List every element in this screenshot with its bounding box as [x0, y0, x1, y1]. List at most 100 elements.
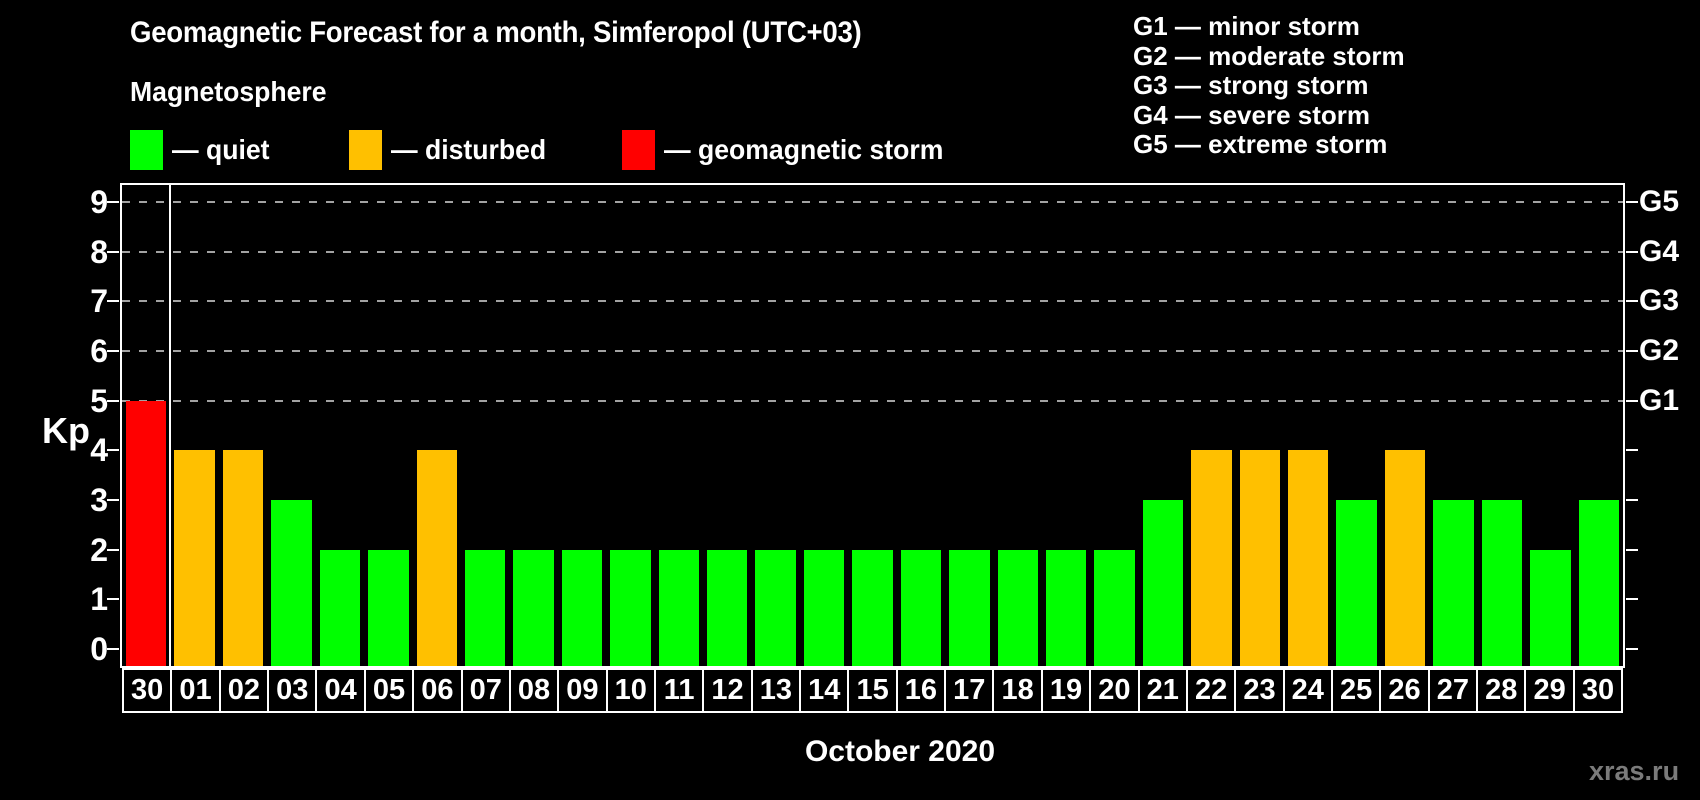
kp-bar-day-29: [1530, 549, 1571, 666]
y-tick-left-0: [107, 648, 119, 650]
day-label-18: 18: [992, 668, 1043, 713]
kp-bar-day-01: [174, 450, 215, 666]
kp-bar-day-20: [1094, 549, 1135, 666]
gridline-kp-6: [122, 350, 1623, 352]
day-label-01: 01: [170, 668, 221, 713]
kp-bar-day-21: [1142, 500, 1184, 666]
day-label-14: 14: [799, 668, 850, 713]
y-tick-right-2: [1626, 548, 1638, 551]
legend-swatch-disturbed: [349, 130, 382, 170]
kp-bar-day-10: [610, 549, 651, 666]
legend-swatch-quiet: [130, 130, 163, 170]
legend-label-storm: — geomagnetic storm: [664, 134, 944, 165]
kp-bar-day-13: [755, 549, 796, 666]
day-label-06: 06: [412, 668, 463, 713]
kp-bar-day-15: [852, 549, 893, 666]
y-tick-left-9: [107, 201, 119, 203]
g-scale-label-G2: G2: [1639, 334, 1680, 367]
kp-bar-day-16: [900, 549, 942, 666]
kp-bar-day-11: [658, 549, 700, 666]
y-tick-left-4: [107, 449, 119, 452]
day-label-21: 21: [1137, 668, 1188, 713]
day-label-15: 15: [847, 668, 898, 713]
g-scale-label-G4: G4: [1639, 234, 1680, 268]
y-tick-left-8: [107, 250, 119, 253]
kp-bar-day-27: [1433, 500, 1474, 666]
kp-bar-day-14: [803, 549, 845, 666]
y-axis-label-7: 7: [90, 283, 108, 320]
day-label-03: 03: [267, 668, 318, 713]
day-label-12: 12: [702, 668, 753, 713]
y-tick-left-5: [107, 399, 119, 402]
y-axis-label-9: 9: [90, 184, 108, 220]
y-axis-label-5: 5: [90, 382, 108, 419]
day-label-05: 05: [363, 668, 415, 713]
storm-scale-line-4: G4 — severe storm: [1133, 99, 1371, 130]
day-label-08: 08: [508, 668, 560, 713]
kp-bar-day-08: [513, 549, 554, 666]
day-label-02: 02: [218, 668, 270, 713]
storm-scale-line-3: G3 — strong storm: [1133, 70, 1369, 101]
kp-bar-day-23: [1239, 450, 1281, 666]
gridline-kp-9: [122, 201, 1623, 203]
page-title: Geomagnetic Forecast for a month, Simfer…: [130, 16, 862, 49]
day-label-30: 30: [1572, 668, 1624, 713]
g-scale-label-G3: G3: [1639, 284, 1680, 318]
storm-scale-line-2: G2 — moderate storm: [1133, 40, 1405, 71]
gridline-kp-7: [122, 300, 1623, 303]
legend-swatch-storm: [622, 130, 655, 170]
y-tick-right-7: [1626, 300, 1638, 303]
kp-bar-day-30: [1578, 500, 1619, 666]
kp-bar-day-18: [997, 549, 1038, 666]
storm-scale-legend: G1 — minor storm G2 — moderate storm G3 — …: [1133, 11, 1405, 160]
day-label-20: 20: [1089, 668, 1140, 713]
kp-bar-day-25: [1336, 500, 1377, 666]
y-tick-right-1: [1626, 598, 1638, 601]
y-tick-right-5: [1626, 399, 1638, 402]
kp-bar-day-17: [949, 549, 990, 666]
month-separator: [169, 185, 172, 666]
storm-scale-line-5: G5 — extreme storm: [1133, 129, 1388, 160]
storm-scale-line-1: G1 — minor storm: [1133, 11, 1360, 41]
y-tick-left-3: [107, 499, 119, 501]
x-axis-title: October 2020: [804, 735, 996, 768]
y-axis-label-0: 0: [90, 631, 108, 667]
g-scale-label-G5: G5: [1639, 185, 1680, 218]
day-label-24: 24: [1282, 668, 1333, 713]
y-tick-left-7: [107, 300, 119, 303]
gridline-kp-8: [122, 250, 1623, 253]
kp-bar-day-22: [1191, 450, 1232, 666]
y-tick-right-0: [1626, 648, 1638, 650]
kp-bar-day-03: [271, 500, 312, 666]
y-tick-right-6: [1626, 350, 1638, 352]
y-axis-title: Kp: [42, 410, 90, 451]
legend-label-disturbed: — disturbed: [391, 134, 547, 165]
kp-bar-day-28: [1481, 500, 1523, 666]
day-label-22: 22: [1185, 668, 1237, 713]
day-label-25: 25: [1330, 668, 1382, 713]
g-scale-label-G1: G1: [1639, 383, 1680, 417]
y-tick-right-4: [1626, 449, 1638, 452]
day-label-19: 19: [1040, 668, 1092, 713]
y-axis-label-3: 3: [90, 482, 108, 518]
day-label-27: 27: [1427, 668, 1479, 713]
legend-label-quiet: — quiet: [172, 134, 270, 165]
kp-bar-day-07: [464, 549, 506, 666]
kp-bar-day-26: [1384, 450, 1426, 666]
kp-bar-day-09: [561, 549, 603, 666]
kp-bar-day-24: [1288, 450, 1329, 666]
day-label-29: 29: [1524, 668, 1575, 713]
kp-bar-day-30: [126, 400, 167, 666]
day-label-28: 28: [1476, 668, 1527, 713]
y-tick-right-3: [1626, 499, 1638, 501]
kp-bar-day-19: [1045, 549, 1087, 666]
y-tick-left-2: [107, 548, 119, 551]
y-tick-right-8: [1626, 250, 1638, 253]
day-label-16: 16: [895, 668, 947, 713]
day-label-13: 13: [750, 668, 802, 713]
day-label-26: 26: [1379, 668, 1430, 713]
gridline-kp-5: [122, 399, 1623, 402]
y-tick-left-1: [107, 598, 119, 601]
y-axis-label-8: 8: [90, 233, 108, 270]
